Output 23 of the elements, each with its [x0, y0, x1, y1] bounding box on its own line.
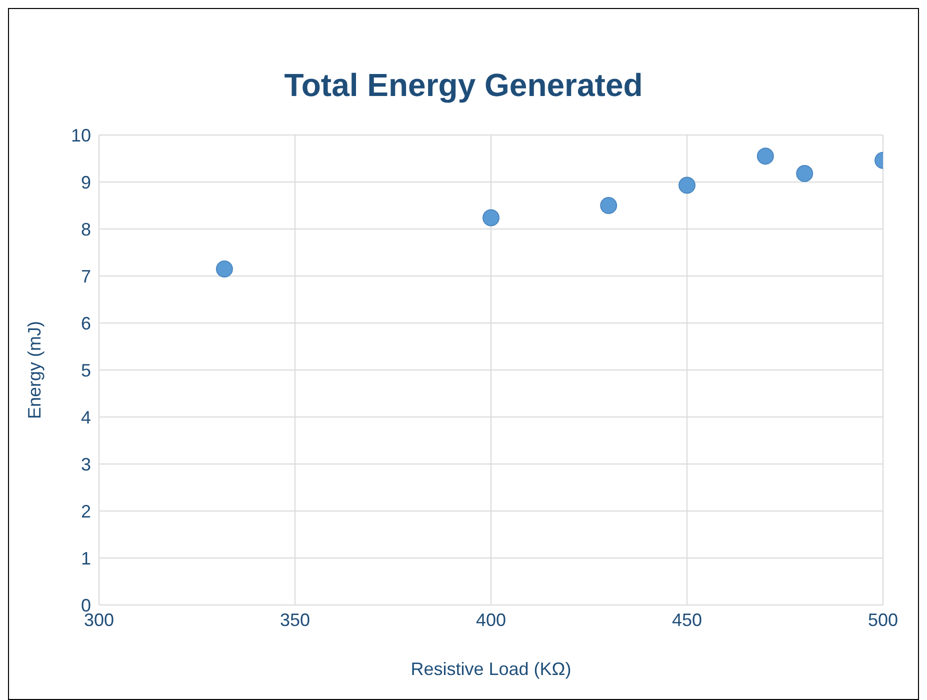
y-tick-label: 9: [80, 172, 91, 192]
x-tick-label: 400: [476, 610, 506, 630]
point: [600, 197, 618, 214]
point: [678, 176, 696, 194]
x-tick-label: 500: [868, 610, 898, 630]
x-tick-label: 450: [672, 610, 702, 630]
x-tick-label: 350: [280, 610, 310, 630]
chart-title: Total Energy Generated: [283, 67, 644, 105]
point: [796, 165, 814, 182]
y-tick-label: 6: [80, 313, 91, 334]
y-tick-label: 5: [80, 360, 91, 380]
y-tick-label: 10: [70, 125, 91, 146]
y-axis-title: Energy (mJ): [24, 320, 44, 420]
y-tick-label: 8: [80, 219, 91, 240]
point: [756, 148, 774, 165]
y-tick-label: 4: [80, 407, 91, 428]
y-tick-label: 2: [80, 501, 91, 522]
y-tick-label: 3: [80, 454, 91, 474]
x-axis-title: Resistive Load (KΩ): [410, 659, 572, 679]
point: [482, 209, 500, 226]
y-tick-label: 7: [80, 266, 91, 286]
y-tick-label: 1: [80, 548, 91, 568]
point: [216, 260, 233, 278]
